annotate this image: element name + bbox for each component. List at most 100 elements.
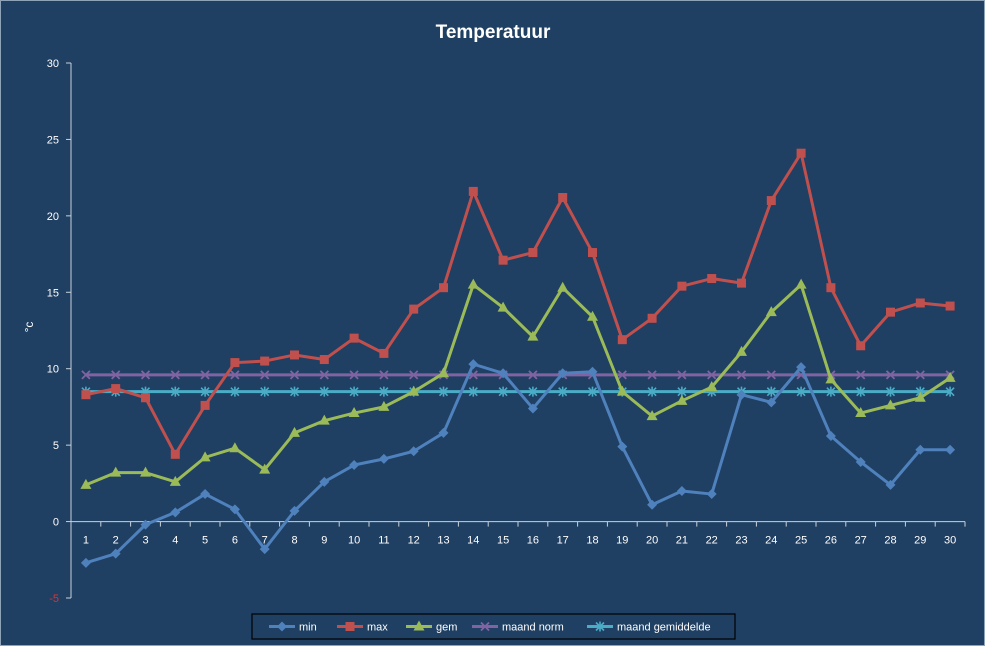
point-gem — [914, 391, 926, 402]
point-max — [230, 358, 240, 368]
point-maand-gemiddelde — [885, 386, 896, 397]
x-tick-label: 4 — [172, 535, 178, 547]
point-max — [349, 333, 359, 343]
point-max — [796, 148, 806, 158]
point-max — [319, 355, 329, 365]
point-maand-gemiddelde — [796, 386, 806, 397]
point-max — [647, 313, 657, 323]
point-maand-gemiddelde — [200, 386, 210, 397]
y-axis-label: °c — [22, 322, 36, 333]
point-min — [378, 453, 389, 464]
point-max — [498, 255, 508, 265]
point-maand-norm — [111, 370, 121, 380]
y-tick-label: 25 — [47, 134, 59, 146]
point-gem — [229, 442, 241, 453]
point-min — [796, 362, 807, 373]
point-maand-norm — [260, 370, 270, 380]
point-max — [558, 193, 568, 203]
point-min — [80, 557, 91, 568]
point-min — [885, 479, 896, 490]
legend-marker-max — [345, 622, 355, 631]
point-min — [766, 397, 777, 408]
point-maand-gemiddelde — [170, 386, 180, 397]
point-max — [915, 298, 925, 308]
x-tick-label: 24 — [765, 535, 777, 547]
point-max — [409, 304, 419, 314]
legend-item-maand-norm: maand norm — [472, 622, 564, 634]
point-max — [290, 350, 299, 360]
point-maand-gemiddelde — [438, 386, 449, 397]
point-gem — [885, 399, 896, 410]
point-min — [855, 456, 866, 467]
x-tick-label: 14 — [467, 535, 479, 547]
point-min — [587, 366, 598, 377]
point-max — [439, 283, 448, 293]
point-maand-norm — [528, 370, 538, 380]
point-maand-gemiddelde — [468, 386, 478, 397]
x-tick-label: 9 — [321, 535, 327, 547]
x-tick-label: 16 — [527, 535, 539, 547]
series-min — [80, 359, 956, 568]
point-min — [200, 489, 211, 500]
chart-title: Temperatuur — [436, 22, 551, 43]
point-maand-gemiddelde — [647, 386, 657, 397]
x-tick-label: 13 — [437, 535, 449, 547]
point-min — [736, 389, 747, 400]
point-max — [886, 307, 895, 317]
point-maand-norm — [200, 370, 210, 380]
x-tick-label: 15 — [497, 535, 509, 547]
legend-label-min: min — [299, 622, 317, 634]
legend-item-max: max — [337, 622, 388, 634]
x-tick-label: 19 — [616, 535, 628, 547]
legend-label-max: max — [367, 622, 388, 634]
point-gem — [855, 407, 867, 418]
point-maand-norm — [289, 370, 300, 380]
x-tick-label: 25 — [795, 535, 807, 547]
x-tick-label: 11 — [378, 535, 389, 547]
point-max — [111, 384, 121, 394]
point-max — [141, 393, 150, 403]
series-line-gem — [85, 283, 951, 487]
point-gem — [259, 463, 271, 474]
x-tick-label: 7 — [262, 535, 268, 547]
point-max — [707, 274, 717, 284]
legend-item-min: min — [269, 621, 317, 634]
point-maand-gemiddelde — [826, 386, 836, 397]
series-gem — [80, 278, 956, 489]
point-min — [110, 548, 121, 559]
point-gem — [289, 426, 300, 437]
point-min — [647, 499, 658, 510]
point-max — [737, 278, 746, 288]
y-tick-label: -5 — [49, 593, 59, 605]
x-tick-label: 10 — [348, 535, 360, 547]
point-maand-norm — [349, 370, 359, 380]
point-min — [259, 544, 270, 555]
point-gem — [557, 281, 569, 292]
point-gem — [587, 310, 598, 321]
point-gem — [378, 400, 390, 411]
y-tick-label: 15 — [47, 287, 59, 299]
point-gem — [110, 466, 122, 477]
point-maand-gemiddelde — [319, 386, 329, 397]
point-maand-gemiddelde — [379, 386, 389, 397]
x-tick-label: 8 — [291, 535, 297, 547]
x-tick-label: 23 — [735, 535, 747, 547]
x-tick-label: 1 — [83, 535, 89, 547]
point-gem — [676, 394, 688, 405]
legend: min max gem maand norm maand gemiddelde — [251, 613, 736, 640]
series-max — [81, 148, 955, 459]
point-min — [140, 519, 151, 530]
y-tick-label: 30 — [47, 58, 59, 70]
point-maand-norm — [409, 370, 419, 380]
point-max — [170, 449, 180, 459]
point-maand-norm — [707, 370, 717, 380]
point-maand-gemiddelde — [289, 386, 300, 397]
point-gem — [140, 466, 151, 477]
legend-label-maand-gemiddelde: maand gemiddelde — [617, 622, 711, 634]
point-min — [229, 504, 240, 515]
point-gem — [497, 301, 509, 312]
legend-marker-min — [277, 621, 287, 632]
point-min — [319, 476, 330, 487]
legend-marker-gem — [413, 620, 425, 631]
point-max — [468, 186, 478, 196]
